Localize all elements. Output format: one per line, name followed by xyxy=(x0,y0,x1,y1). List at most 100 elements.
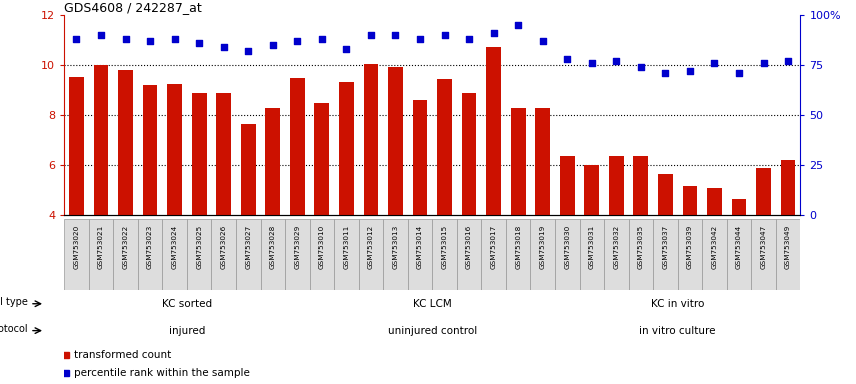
Text: percentile rank within the sample: percentile rank within the sample xyxy=(74,368,250,378)
Bar xyxy=(511,108,526,215)
FancyBboxPatch shape xyxy=(285,219,310,290)
FancyBboxPatch shape xyxy=(457,219,481,290)
Text: GSM753010: GSM753010 xyxy=(318,225,325,269)
FancyBboxPatch shape xyxy=(628,219,653,290)
Point xyxy=(561,56,574,62)
Bar xyxy=(437,79,452,215)
Point xyxy=(315,36,329,42)
Bar xyxy=(658,174,673,215)
FancyBboxPatch shape xyxy=(211,219,236,290)
Text: GSM753044: GSM753044 xyxy=(736,225,742,269)
Text: GSM753032: GSM753032 xyxy=(613,225,620,269)
FancyBboxPatch shape xyxy=(604,219,628,290)
Text: GSM753020: GSM753020 xyxy=(74,225,80,269)
Text: GSM753012: GSM753012 xyxy=(368,225,374,269)
Point xyxy=(437,32,451,38)
Point xyxy=(683,68,697,74)
Text: KC sorted: KC sorted xyxy=(162,299,212,309)
Bar xyxy=(290,78,305,215)
Bar xyxy=(732,199,746,215)
Bar xyxy=(388,66,403,215)
Bar xyxy=(585,165,599,215)
Point xyxy=(69,36,83,42)
Text: GSM753047: GSM753047 xyxy=(760,225,767,269)
Point xyxy=(658,70,672,76)
FancyBboxPatch shape xyxy=(359,219,383,290)
Bar xyxy=(707,188,722,215)
Text: GSM753017: GSM753017 xyxy=(490,225,496,269)
Text: GSM753042: GSM753042 xyxy=(711,225,717,269)
Bar xyxy=(93,65,109,215)
Text: GSM753026: GSM753026 xyxy=(221,225,227,269)
Point xyxy=(511,22,525,28)
Bar xyxy=(265,108,280,215)
FancyBboxPatch shape xyxy=(678,219,702,290)
Text: GSM753022: GSM753022 xyxy=(122,225,128,269)
Point xyxy=(340,46,354,52)
Bar xyxy=(217,93,231,215)
Text: GSM753039: GSM753039 xyxy=(687,225,693,269)
Point xyxy=(241,48,255,55)
Text: GSM753037: GSM753037 xyxy=(663,225,669,269)
Text: GSM753013: GSM753013 xyxy=(392,225,399,269)
Point xyxy=(364,32,377,38)
Bar xyxy=(781,160,795,215)
Bar xyxy=(314,103,330,215)
Text: in vitro culture: in vitro culture xyxy=(639,326,716,336)
FancyBboxPatch shape xyxy=(310,219,334,290)
FancyBboxPatch shape xyxy=(236,219,260,290)
Bar xyxy=(682,186,698,215)
Text: GSM753015: GSM753015 xyxy=(442,225,448,269)
FancyBboxPatch shape xyxy=(580,219,604,290)
FancyBboxPatch shape xyxy=(187,219,211,290)
FancyBboxPatch shape xyxy=(334,219,359,290)
Bar xyxy=(560,156,574,215)
Bar xyxy=(413,100,427,215)
Text: protocol: protocol xyxy=(0,324,28,334)
Text: GSM753011: GSM753011 xyxy=(343,225,349,269)
Text: GSM753024: GSM753024 xyxy=(171,225,178,269)
Point xyxy=(143,38,157,45)
Text: GSM753035: GSM753035 xyxy=(638,225,644,269)
Bar xyxy=(192,93,206,215)
Text: GSM753031: GSM753031 xyxy=(589,225,595,269)
Text: transformed count: transformed count xyxy=(74,350,171,360)
Point xyxy=(193,40,206,46)
Text: KC LCM: KC LCM xyxy=(413,299,452,309)
Point xyxy=(708,60,722,66)
FancyBboxPatch shape xyxy=(163,219,187,290)
FancyBboxPatch shape xyxy=(64,219,89,290)
FancyBboxPatch shape xyxy=(727,219,752,290)
FancyBboxPatch shape xyxy=(702,219,727,290)
FancyBboxPatch shape xyxy=(555,219,580,290)
Text: cell type: cell type xyxy=(0,298,28,308)
Point xyxy=(119,36,133,42)
Bar xyxy=(167,84,182,215)
Bar xyxy=(535,108,550,215)
FancyBboxPatch shape xyxy=(432,219,457,290)
Bar xyxy=(143,85,158,215)
Text: GSM753027: GSM753027 xyxy=(245,225,252,269)
Text: GSM753030: GSM753030 xyxy=(564,225,570,269)
Text: GSM753025: GSM753025 xyxy=(196,225,202,269)
Point xyxy=(389,32,402,38)
FancyBboxPatch shape xyxy=(776,219,800,290)
Bar xyxy=(241,124,256,215)
FancyBboxPatch shape xyxy=(481,219,506,290)
Text: GSM753028: GSM753028 xyxy=(270,225,276,269)
Point xyxy=(290,38,304,45)
Text: GSM753021: GSM753021 xyxy=(98,225,104,269)
Text: GSM753029: GSM753029 xyxy=(294,225,300,269)
Point xyxy=(585,60,598,66)
FancyBboxPatch shape xyxy=(653,219,678,290)
Bar xyxy=(69,76,84,215)
Point xyxy=(536,38,550,45)
Point xyxy=(462,36,476,42)
Text: GSM753019: GSM753019 xyxy=(539,225,546,269)
FancyBboxPatch shape xyxy=(89,219,113,290)
FancyBboxPatch shape xyxy=(383,219,407,290)
Point xyxy=(266,42,280,48)
Point xyxy=(757,60,770,66)
Bar xyxy=(461,93,477,215)
Text: GSM753049: GSM753049 xyxy=(785,225,791,269)
